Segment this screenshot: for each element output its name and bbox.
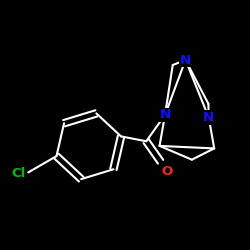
Text: O: O: [162, 165, 173, 178]
Text: N: N: [203, 111, 214, 124]
Text: N: N: [180, 54, 191, 66]
Text: Cl: Cl: [11, 166, 25, 179]
Text: N: N: [160, 108, 170, 122]
